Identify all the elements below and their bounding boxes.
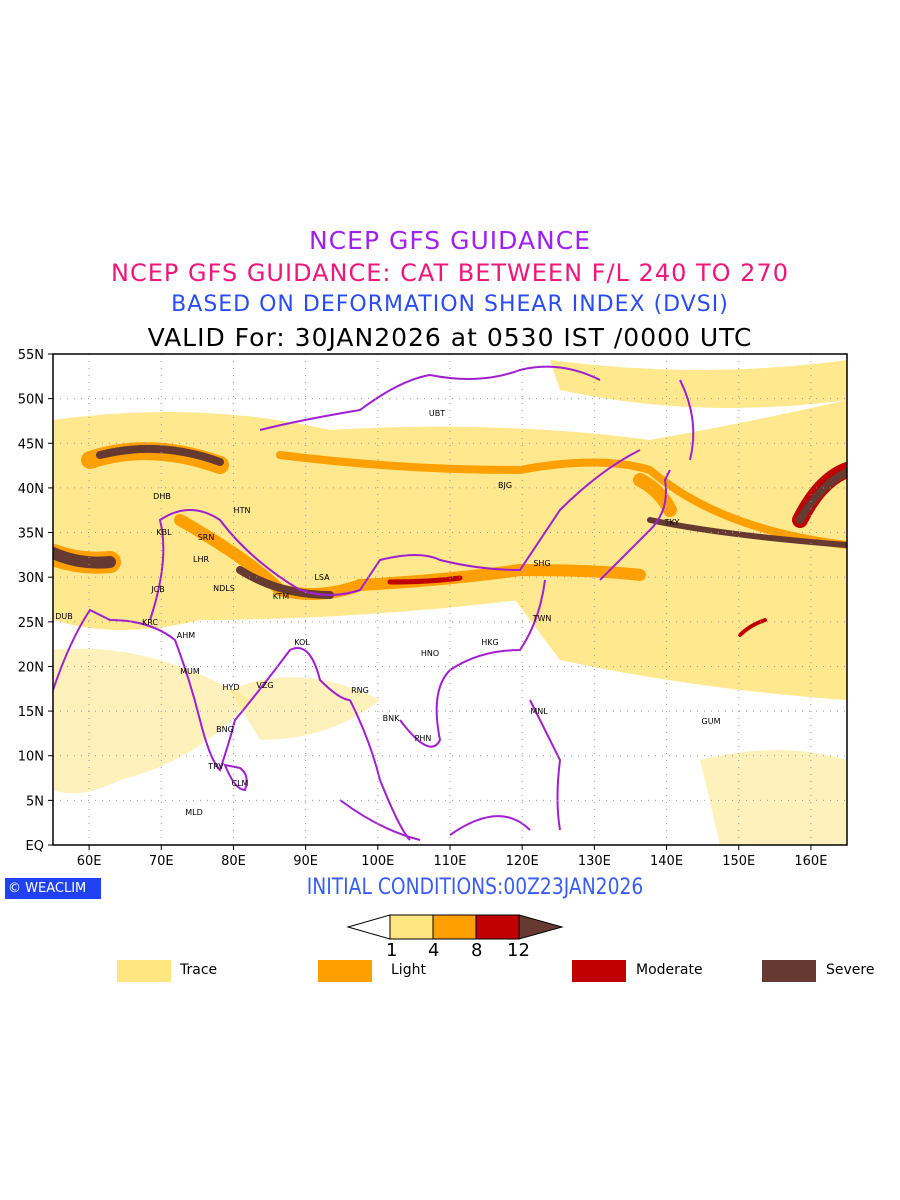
colorbar-bin-light [432, 914, 477, 940]
city-label-phn: PHN [415, 734, 432, 743]
city-label-clm: CLM [232, 779, 249, 788]
city-label-bng: BNG [216, 725, 234, 734]
city-label-dub: DUB [55, 612, 73, 621]
city-label-hkg: HKG [481, 638, 498, 647]
lon-tick-label: 120E [506, 854, 539, 869]
initial-conditions: INITIAL CONDITIONS:00Z23JAN2026 [306, 875, 644, 900]
map-plot: 60E 70E 80E 90E 100E 110E 120E 130E 140E 150E 160E… [18, 348, 848, 869]
city-label-vzg: VZG [256, 681, 273, 690]
title-cat-level: NCEP GFS GUIDANCE: CAT BETWEEN F/L 240 T… [111, 259, 789, 287]
title-main: NCEP GFS GUIDANCE [308, 226, 591, 255]
city-label-mum: MUM [180, 667, 200, 676]
city-label-lhr: LHR [193, 555, 209, 564]
city-label-bnk: BNK [383, 714, 400, 723]
colorbar-label: 1 [386, 940, 398, 961]
city-label-tky: TKY [664, 518, 680, 527]
city-label-rng: RNG [351, 686, 369, 695]
city-label-ktm: KTM [273, 592, 290, 601]
city-label-hyd: HYD [222, 683, 239, 692]
city-label-mnl: MNL [530, 707, 548, 716]
city-label-bjg: BJG [498, 481, 512, 490]
city-label-twn: TWN [532, 614, 552, 623]
city-label-hno: HNO [421, 649, 439, 658]
city-label-gum: GUM [702, 717, 721, 726]
colorbar-bin-moderate [475, 914, 520, 940]
city-label-kol: KOL [294, 638, 310, 647]
city-label-shg: SHG [533, 559, 550, 568]
lon-tick-label: 150E [722, 854, 755, 869]
city-label-lsa: LSA [314, 573, 330, 582]
city-label-ndls: NDLS [213, 584, 235, 593]
lon-tick-label: 70E [149, 854, 174, 869]
city-label-jcb: JCB [150, 585, 164, 594]
lon-tick-label: 60E [77, 854, 102, 869]
colorbar [346, 914, 564, 940]
city-label-trv: TRV [207, 762, 224, 771]
lat-tick-label: 25N [18, 616, 44, 631]
lon-tick-label: 140E [650, 854, 683, 869]
lat-tick-label: 5N [26, 794, 44, 809]
city-label-ahm: AHM [177, 631, 195, 640]
lat-tick-label: 30N [18, 571, 44, 586]
title-index: BASED ON DEFORMATION SHEAR INDEX (DVSI) [171, 292, 729, 317]
colorbar-bin-trace [389, 914, 434, 940]
lon-tick-label: 160E [794, 854, 827, 869]
city-label-mld: MLD [185, 808, 203, 817]
lat-tick-label: 10N [18, 750, 44, 765]
city-label-krc: KRC [142, 618, 158, 627]
lon-tick-label: 100E [361, 854, 394, 869]
city-label-ubt: UBT [429, 409, 445, 418]
lat-tick-label: 50N [18, 393, 44, 408]
turbulence-field [53, 354, 847, 845]
colorbar-label: 4 [428, 940, 440, 961]
city-label-kbl: KBL [156, 528, 172, 537]
lat-tick-label: 40N [18, 482, 44, 497]
lat-tick-label: 15N [18, 705, 44, 720]
colorbar-label: 12 [507, 940, 530, 961]
lat-tick-label: 45N [18, 437, 44, 452]
city-label-dhb: DHB [153, 492, 171, 501]
colorbar-below-arrow [346, 914, 391, 940]
lon-tick-label: 130E [578, 854, 611, 869]
lon-tick-label: 80E [221, 854, 246, 869]
copyright-icon: © [8, 881, 21, 896]
title-valid-time: VALID For: 30JAN2026 at 0530 IST /0000 U… [147, 323, 753, 352]
weaclim-logo: © WEACLIM [5, 878, 101, 899]
city-label-htn: HTN [234, 506, 251, 515]
lat-tick-label: 20N [18, 660, 44, 675]
coastlines-borders [53, 365, 695, 841]
lat-tick-label: 35N [18, 527, 44, 542]
colorbar-severe-arrow [518, 914, 564, 940]
city-label-srn: SRN [198, 533, 215, 542]
lat-tick-label: 55N [18, 348, 44, 363]
lon-tick-label: 110E [433, 854, 466, 869]
lat-tick-label: EQ [26, 839, 44, 854]
logo-text: WEACLIM [25, 881, 87, 896]
lon-tick-label: 90E [293, 854, 318, 869]
colorbar-label: 8 [471, 940, 483, 961]
